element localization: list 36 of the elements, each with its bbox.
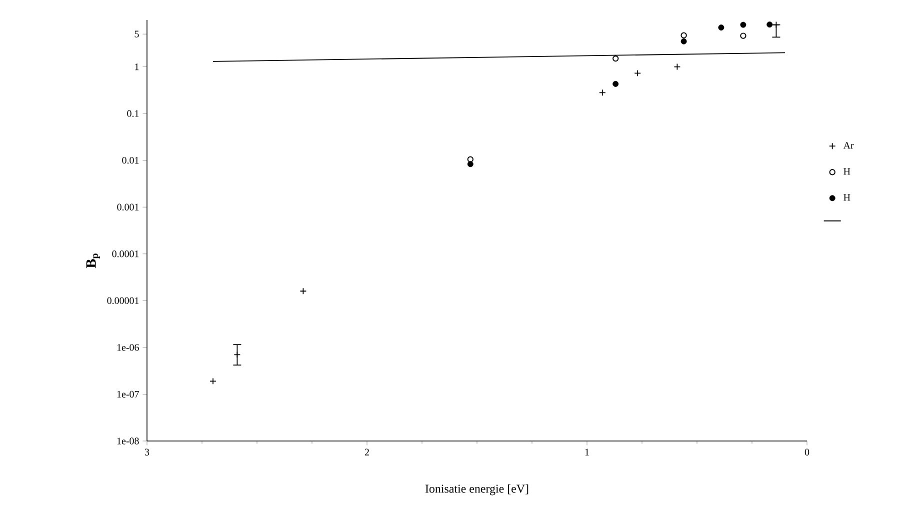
y-tick-label: 1e-07: [117, 390, 139, 398]
point: [674, 63, 681, 70]
point: [467, 161, 474, 168]
y-tick-label: 0.1: [127, 110, 139, 117]
point: [467, 156, 474, 162]
point: [612, 55, 619, 62]
point: [300, 288, 307, 295]
y-tick-label: 1e-08: [117, 438, 139, 444]
x-tick-label: 2: [364, 448, 369, 456]
x-tick-label: 0: [804, 448, 810, 456]
y-tick-label: 1e-06: [117, 344, 139, 351]
y-tick-label: 0.001: [117, 204, 139, 210]
point: [234, 351, 241, 358]
x-axis-title: Ionisatie energie [eV]: [425, 484, 528, 496]
point: [210, 378, 216, 385]
point: [680, 38, 687, 44]
point: [634, 70, 642, 77]
y-tick-label: 1: [135, 63, 139, 70]
x-tick-label: 3: [144, 448, 150, 456]
x-tick-label: 1: [585, 448, 589, 456]
point: [740, 22, 746, 28]
legend-label: H: [844, 194, 850, 201]
point: [612, 80, 619, 87]
point: [598, 89, 606, 96]
point: [766, 22, 773, 28]
y-tick-label: 0.00001: [107, 297, 139, 304]
point: [772, 21, 780, 28]
y-tick-label: 0.0001: [112, 250, 139, 258]
y-tick-label: 5: [134, 30, 139, 38]
point: [740, 32, 746, 39]
legend-label: H: [844, 168, 850, 175]
point: [680, 32, 687, 38]
legend-label: Ar: [843, 142, 854, 149]
y-axis-title: B$_{p}$: [86, 254, 100, 268]
y-tick-label: 0.01: [122, 156, 139, 164]
point: [718, 24, 724, 31]
